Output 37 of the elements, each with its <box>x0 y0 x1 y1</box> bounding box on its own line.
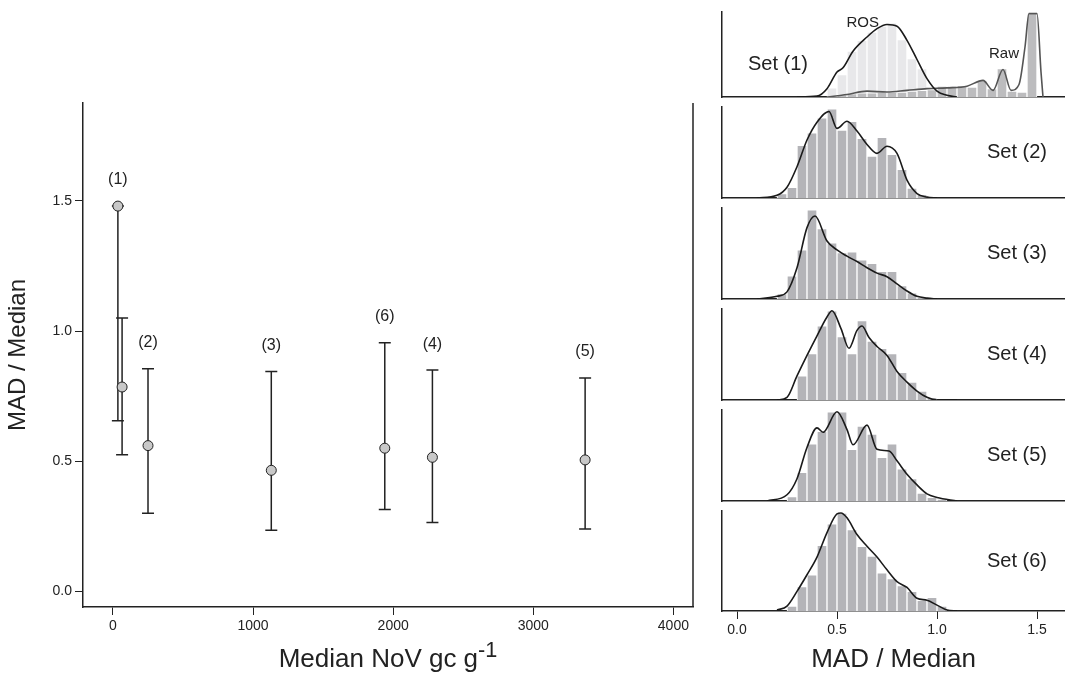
text: Set (2) <box>986 140 1047 163</box>
point <box>142 440 154 452</box>
x-axis-title: MAD / Median <box>810 643 977 674</box>
x-axis-title: Median NoV gc g$^{-1}$ <box>277 637 499 674</box>
x-tick-label: 1.0 <box>927 621 947 638</box>
series-label: ROS <box>846 12 879 30</box>
text: Set (4) <box>986 342 1047 365</box>
text: Set (6) <box>986 548 1047 571</box>
x-tick-label: 3000 <box>517 617 550 634</box>
x-tick-label: 0 <box>109 617 118 634</box>
y-axis-title: MAD / Median <box>3 278 31 432</box>
point <box>265 464 277 476</box>
x-tick-label: 1.5 <box>1027 621 1047 638</box>
series-label: Raw <box>988 43 1020 61</box>
y-tick-label: 0.0 <box>52 582 73 599</box>
x-tick-label: 0.5 <box>827 621 847 638</box>
annotation: (6) <box>375 307 395 325</box>
point <box>116 381 128 393</box>
y-tick-label: 0.5 <box>52 452 73 469</box>
annotation: (2) <box>138 333 158 351</box>
y-tick-label: 1.5 <box>52 191 73 208</box>
text: Set (5) <box>986 443 1047 466</box>
x-tick-label: 4000 <box>657 617 690 634</box>
text: Set (3) <box>986 241 1047 264</box>
point <box>426 451 438 463</box>
point <box>579 454 591 466</box>
annotation: (1) <box>108 170 128 188</box>
annotation: (4) <box>422 334 443 352</box>
x-tick-label: 0.0 <box>727 621 747 638</box>
point <box>112 200 124 212</box>
annotation: (5) <box>575 342 595 360</box>
point <box>379 442 391 454</box>
x-tick-label: 2000 <box>377 617 409 634</box>
x-tick-label: 1000 <box>237 617 269 634</box>
annotation: (3) <box>261 335 282 353</box>
y-tick-label: 1.0 <box>52 321 73 338</box>
text: Set (1) <box>748 52 809 75</box>
